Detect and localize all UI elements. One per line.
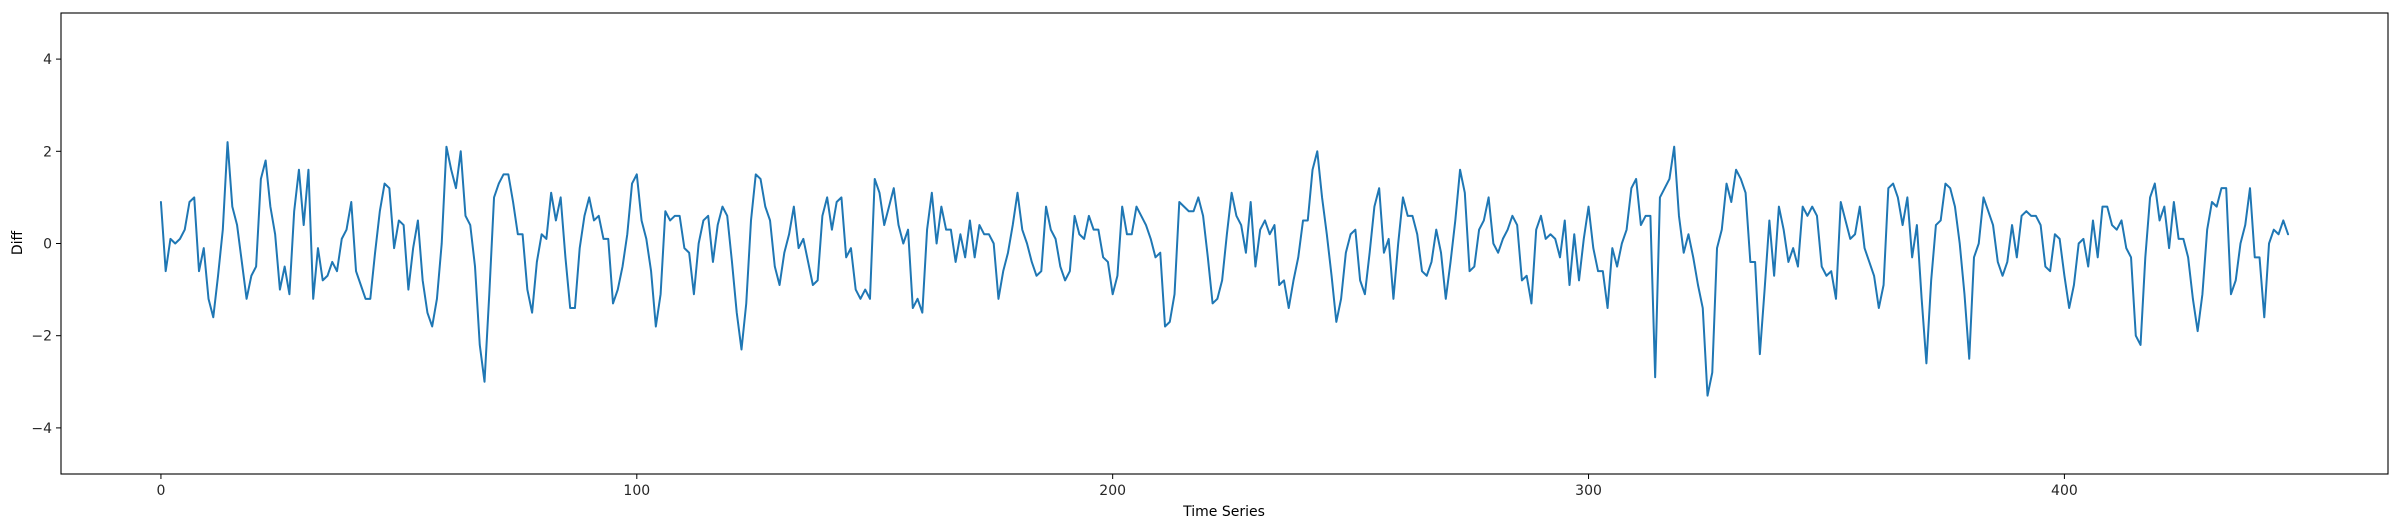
y-tick-label: −2 (31, 329, 52, 345)
y-tick-label: −4 (31, 421, 52, 437)
x-tick-label: 400 (2051, 483, 2078, 499)
y-tick-label: 2 (43, 144, 52, 160)
x-tick-label: 200 (1099, 483, 1126, 499)
x-axis-ticks: 0 100 200 300 400 (156, 474, 2078, 499)
y-axis-ticks: −4 −2 0 2 4 (31, 52, 61, 437)
y-tick-label: 4 (43, 52, 52, 68)
x-tick-label: 100 (623, 483, 650, 499)
plot-area-frame (60, 12, 2389, 475)
y-axis-label: Diff (10, 230, 26, 255)
y-tick-label: 0 (43, 237, 52, 253)
x-tick-label: 300 (1575, 483, 1602, 499)
x-tick-label: 0 (156, 483, 165, 499)
series-line (159, 141, 2290, 397)
x-axis-label: Time Series (1182, 504, 1265, 520)
